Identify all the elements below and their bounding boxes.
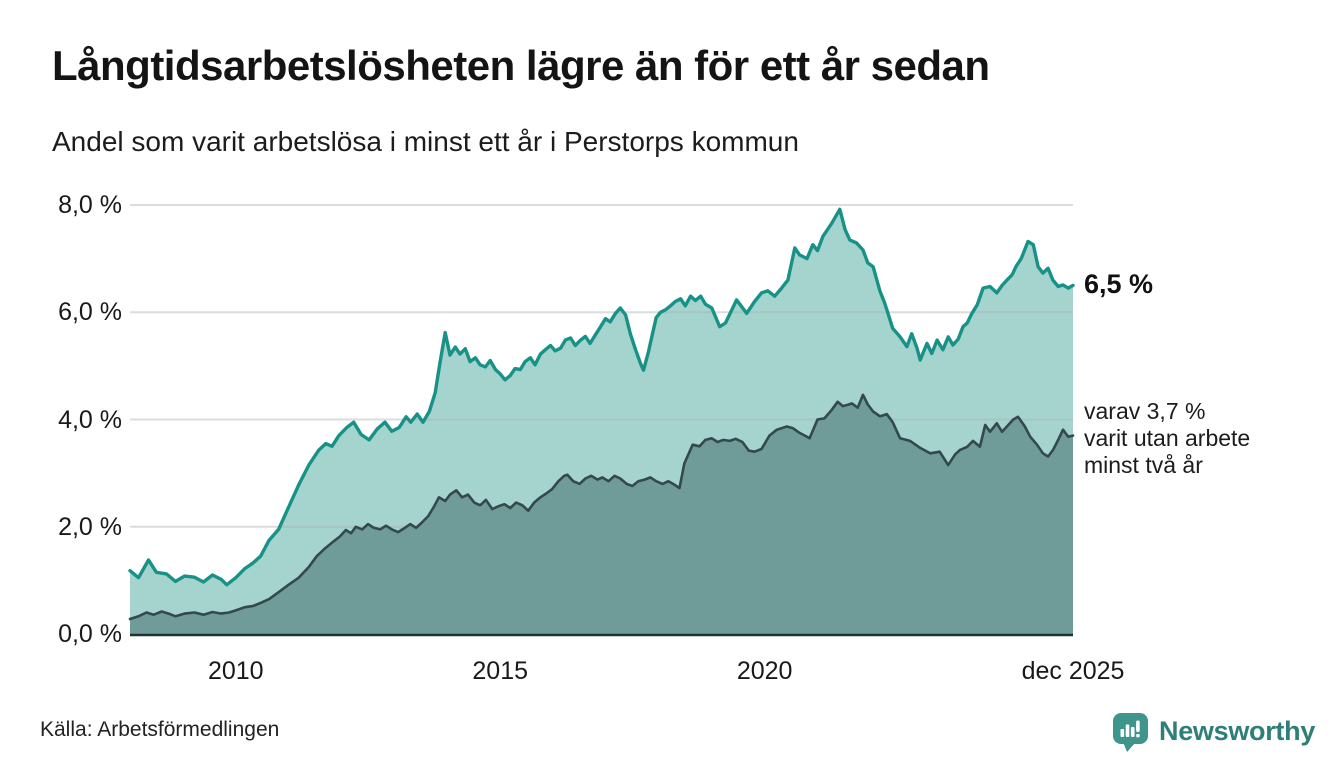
newsworthy-logo-icon bbox=[1113, 713, 1148, 752]
area-fill-two-years bbox=[130, 394, 1073, 634]
secondary-value-annotation: varav 3,7 % varit utan arbete minst två … bbox=[1084, 398, 1250, 479]
y-tick-label-8: 8,0 % bbox=[58, 191, 122, 219]
x-tick-label-2015: 2015 bbox=[472, 657, 529, 685]
brand-name: Newsworthy bbox=[1159, 716, 1316, 746]
y-tick-label-0: 0,0 % bbox=[58, 620, 122, 648]
annotation-line-3: minst två år bbox=[1084, 452, 1203, 478]
chart-subtitle: Andel som varit arbetslösa i minst ett å… bbox=[52, 126, 799, 157]
x-tick-label-2020: 2020 bbox=[736, 657, 793, 685]
newsworthy-branding: Newsworthy bbox=[1110, 711, 1315, 752]
y-tick-label-6: 6,0 % bbox=[58, 298, 122, 327]
logo-bar-tall bbox=[1125, 724, 1130, 737]
x-tick-label-dec-2025: dec 2025 bbox=[1021, 657, 1125, 685]
logo-exclamation-stem bbox=[1136, 720, 1140, 732]
annotation-line-1: varav 3,7 % bbox=[1084, 398, 1206, 424]
logo-bar-short bbox=[1120, 729, 1125, 737]
y-tick-label-4: 4,0 % bbox=[58, 405, 122, 434]
page-title: Långtidsarbetslösheten lägre än för ett … bbox=[52, 42, 990, 89]
latest-value-label: 6,5 % bbox=[1084, 269, 1154, 299]
annotation-line-2: varit utan arbete bbox=[1084, 425, 1251, 451]
series-line-one-year bbox=[128, 207, 1075, 587]
x-tick-label-2010: 2010 bbox=[207, 657, 264, 685]
y-tick-label-2: 2,0 % bbox=[58, 512, 122, 541]
logo-bar-mid bbox=[1130, 727, 1135, 737]
logo-exclamation-dot bbox=[1136, 734, 1140, 738]
source-attribution: Källa: Arbetsförmedlingen bbox=[40, 718, 280, 741]
series-line-two-years bbox=[128, 393, 1075, 621]
